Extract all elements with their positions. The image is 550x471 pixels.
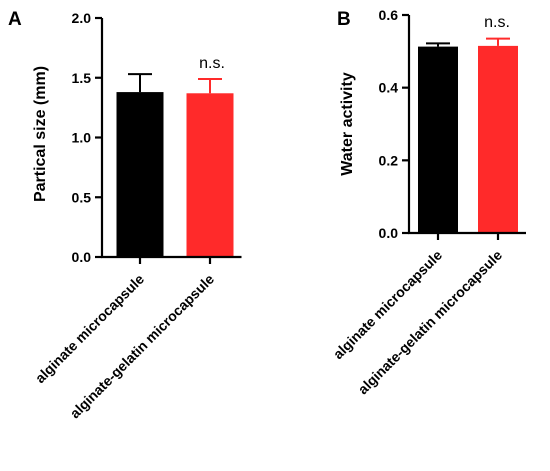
panel-a-y-tick-label-1: 0.0 bbox=[72, 249, 92, 265]
panel-a-category-label-2: alginate-gelatin microcapsule bbox=[67, 271, 218, 422]
panel-a-y-tick-label-2: 0.5 bbox=[72, 189, 92, 205]
panel-b-y-tick-label-4: 0.6 bbox=[379, 7, 399, 23]
panel-a-annotation: n.s. bbox=[199, 55, 225, 72]
panel-a-y-axis-label: Partical size (mm) bbox=[32, 66, 49, 202]
panel-a-y-tick-label-4: 1.5 bbox=[72, 70, 92, 86]
panel-b-y-tick-label-3: 0.4 bbox=[379, 80, 399, 96]
panel-a-bar-2 bbox=[186, 93, 234, 257]
panel-a-bar-1 bbox=[116, 92, 164, 257]
panel-b: B Water activity n.s. 0.0 0.2 0.4 0.6 algina… bbox=[330, 7, 526, 397]
panel-a-letter: A bbox=[8, 9, 22, 30]
panel-a-y-tick-label-5: 2.0 bbox=[72, 10, 92, 26]
panel-b-bar-2 bbox=[478, 45, 518, 234]
panel-a-y-tick-label-3: 1.0 bbox=[72, 130, 92, 146]
panel-b-y-tick-label-2: 0.2 bbox=[379, 152, 399, 168]
panel-b-y-tick-label-1: 0.0 bbox=[379, 225, 399, 241]
panel-b-y-axis-label: Water activity bbox=[339, 72, 356, 176]
panel-a: A Partical size (mm) n.s. 0.0 0.5 1.0 1.5 2.… bbox=[8, 9, 242, 421]
panel-b-annotation: n.s. bbox=[484, 14, 510, 31]
panel-b-category-label-1: alginate microcapsule bbox=[330, 247, 445, 362]
panel-b-letter: B bbox=[337, 9, 351, 30]
panel-b-bar-1 bbox=[418, 46, 458, 233]
